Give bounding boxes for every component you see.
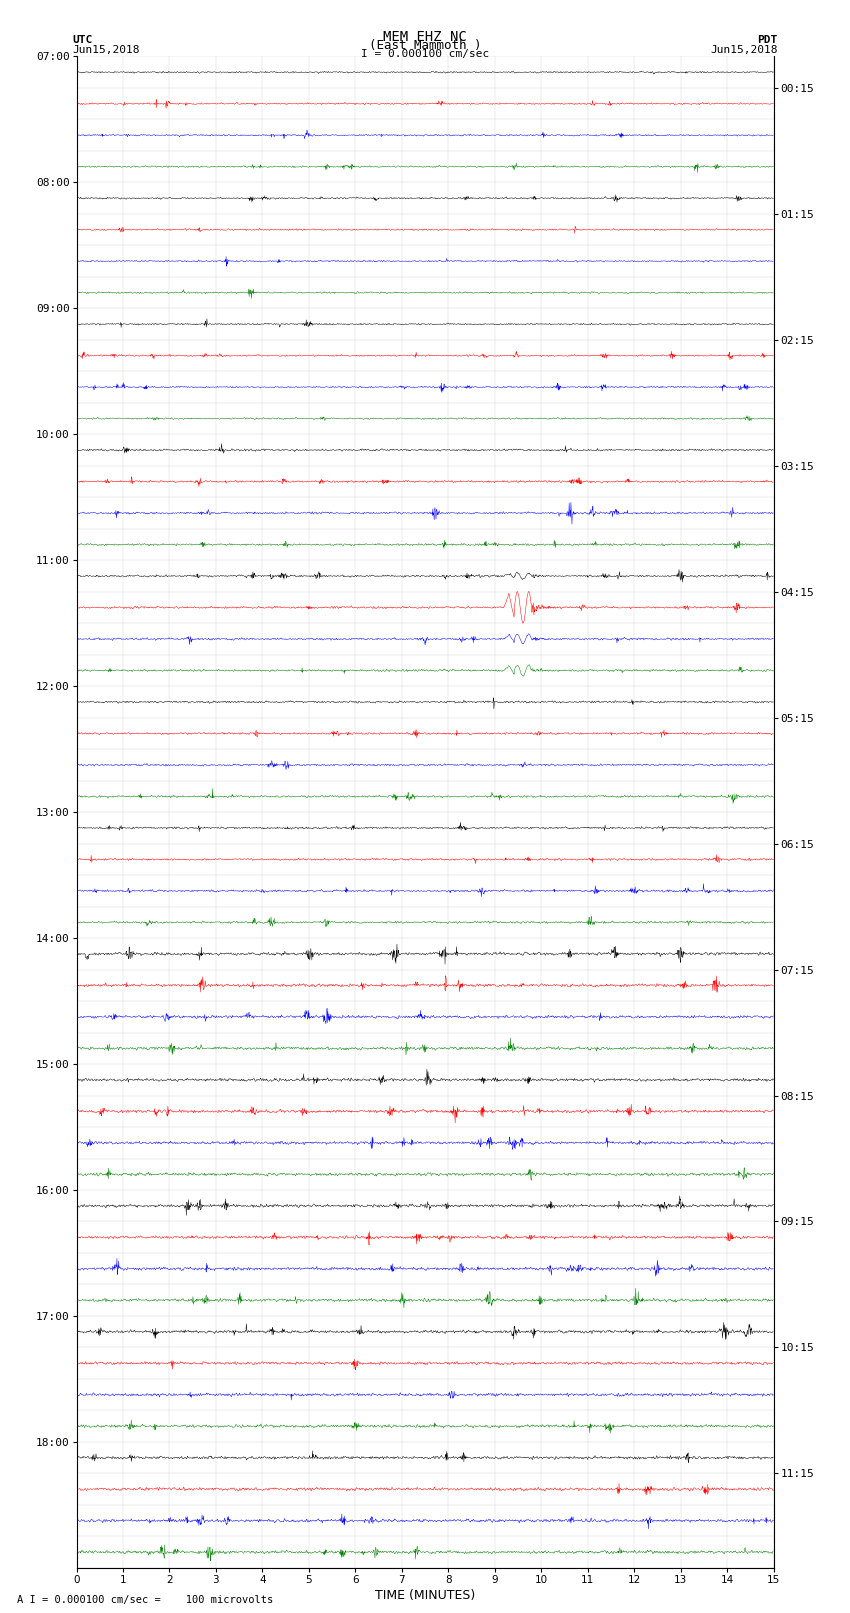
Text: Jun15,2018: Jun15,2018: [72, 45, 139, 55]
X-axis label: TIME (MINUTES): TIME (MINUTES): [375, 1589, 475, 1602]
Text: PDT: PDT: [757, 35, 778, 45]
Text: Jun15,2018: Jun15,2018: [711, 45, 778, 55]
Text: MEM EHZ NC: MEM EHZ NC: [383, 31, 467, 44]
Text: A I = 0.000100 cm/sec =    100 microvolts: A I = 0.000100 cm/sec = 100 microvolts: [17, 1595, 273, 1605]
Text: (East Mammoth ): (East Mammoth ): [369, 39, 481, 52]
Text: I = 0.000100 cm/sec: I = 0.000100 cm/sec: [361, 48, 489, 58]
Text: UTC: UTC: [72, 35, 93, 45]
